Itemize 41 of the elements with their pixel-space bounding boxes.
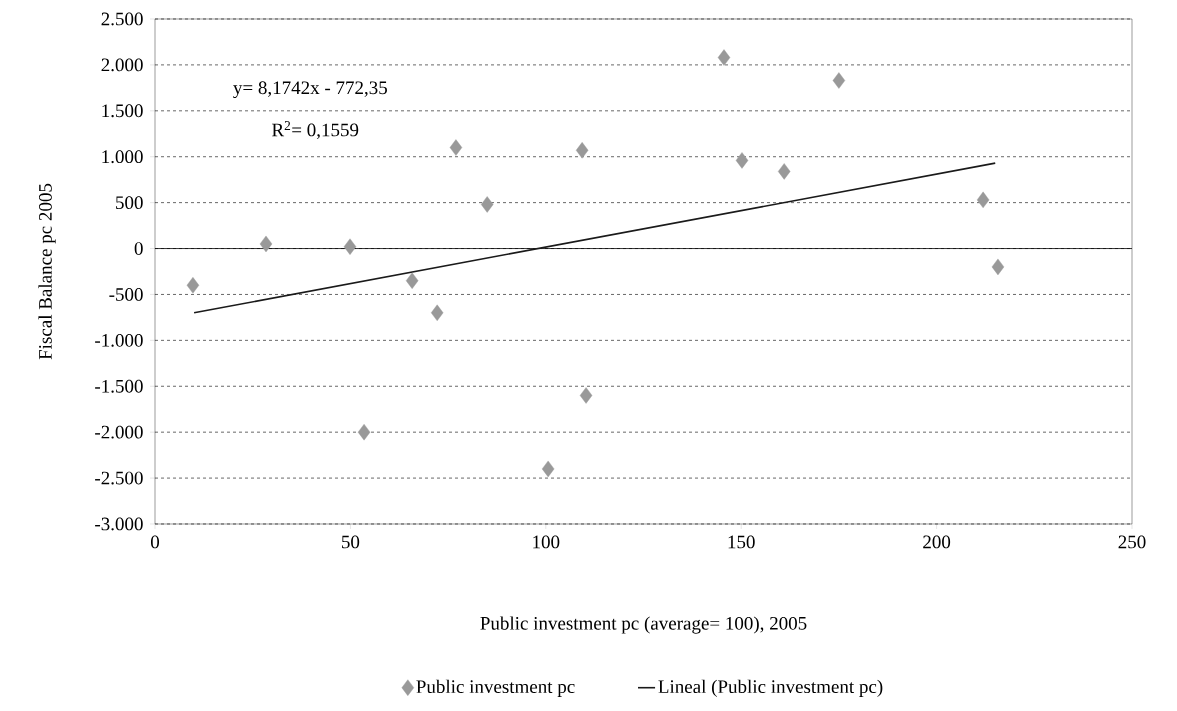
y-tick-label: 0 bbox=[134, 242, 143, 255]
point bbox=[343, 238, 357, 255]
point bbox=[717, 49, 731, 66]
point bbox=[991, 258, 1005, 276]
point bbox=[976, 191, 990, 209]
y-tick-label: 2.000 bbox=[101, 58, 143, 72]
point bbox=[186, 277, 200, 294]
legend-label: Lineal (Public investment pc) bbox=[658, 679, 883, 697]
x-axis-title: Public investment pc (average= 100), 2005 bbox=[480, 616, 807, 634]
y-tick-label: -3.000 bbox=[95, 517, 143, 531]
point bbox=[357, 423, 371, 441]
point bbox=[405, 272, 419, 289]
point bbox=[735, 152, 749, 169]
annotation: R$^{2}$= 0,1559 bbox=[272, 121, 359, 140]
y-tick-label: 1.000 bbox=[102, 150, 143, 164]
point bbox=[480, 196, 494, 213]
point bbox=[579, 387, 593, 404]
y-tick-label: -500 bbox=[109, 288, 143, 301]
y-tick-label: 500 bbox=[116, 196, 143, 210]
point bbox=[777, 163, 791, 180]
point bbox=[575, 142, 589, 159]
point bbox=[541, 460, 555, 478]
x-tick-label: 50 bbox=[342, 535, 360, 549]
y-tick-label: -1.500 bbox=[95, 379, 143, 393]
point bbox=[832, 72, 846, 89]
y-tick-label: -1.000 bbox=[95, 333, 143, 347]
point bbox=[449, 139, 463, 156]
x-tick-label: 0 bbox=[150, 535, 160, 549]
y-tick-label: -2.500 bbox=[95, 471, 143, 485]
y-tick-label: -2.000 bbox=[95, 425, 143, 439]
x-tick-label: 150 bbox=[728, 535, 755, 549]
y-axis-title: Fiscal Balance pc 2005 bbox=[38, 183, 56, 360]
x-tick-label: 250 bbox=[1118, 535, 1146, 549]
annotation: y= 8,1742x - 772,35 bbox=[233, 81, 387, 99]
point bbox=[430, 304, 444, 322]
x-tick-label: 100 bbox=[533, 535, 560, 549]
legend-label: Public investment pc bbox=[416, 679, 575, 697]
point bbox=[259, 235, 273, 253]
y-tick-label: 2.500 bbox=[101, 12, 143, 26]
y-tick-label: 1.500 bbox=[102, 104, 143, 118]
x-tick-label: 200 bbox=[923, 535, 951, 549]
